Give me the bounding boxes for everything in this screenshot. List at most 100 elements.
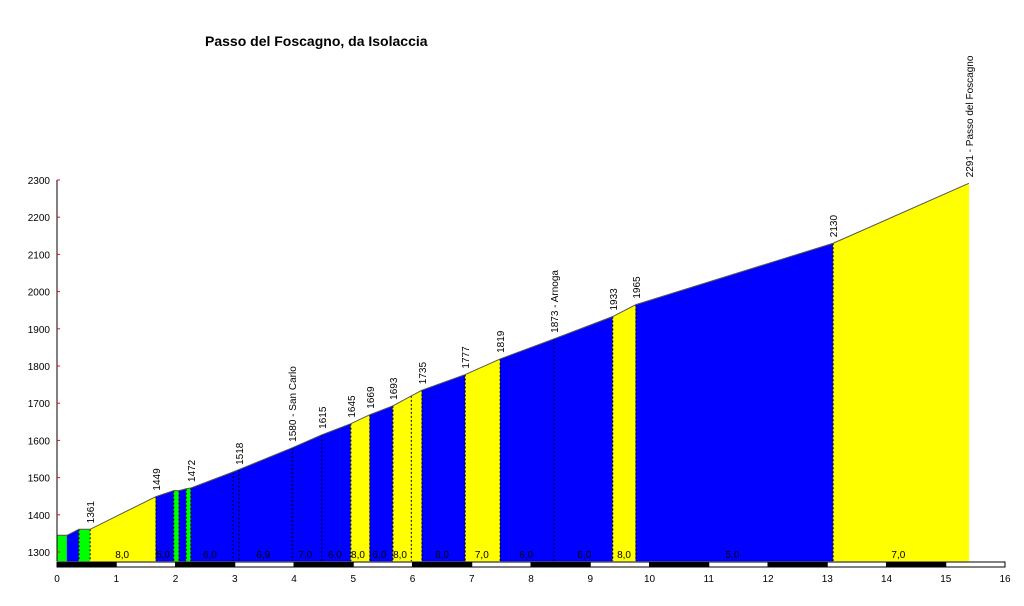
- profile-segment-blue: [291, 434, 323, 562]
- x-tick-label: 0: [54, 574, 60, 585]
- x-tick-label: 14: [881, 574, 893, 585]
- profile-segment-green: [56, 535, 68, 562]
- profile-segment-blue: [635, 242, 834, 562]
- gradient-label: 5,0: [156, 550, 170, 561]
- elevation-label: 1615: [318, 406, 329, 429]
- gradient-label: 6,0: [328, 550, 342, 561]
- y-tick-label: 2200: [28, 213, 51, 224]
- elevation-label: 1645: [347, 395, 358, 418]
- elevation-labels: 1361 1449 1472 1518 1580 - San Carlo 1615 1645…: [86, 55, 976, 523]
- profile-segment-blue: [421, 374, 466, 562]
- gradient-label: 8,0: [351, 550, 365, 561]
- y-tick-label: 1600: [28, 436, 51, 447]
- x-tick-label: 10: [644, 574, 656, 585]
- elevation-label: 1449: [152, 468, 163, 491]
- profile-segment-yellow: [832, 182, 970, 562]
- dashed-markers: [78, 243, 834, 561]
- km-strip-block: [471, 561, 532, 568]
- km-strip-block: [886, 561, 947, 568]
- elevation-label: 1735: [418, 361, 429, 384]
- y-tick-label: 1400: [28, 511, 51, 522]
- gradient-label: 8,0: [617, 550, 631, 561]
- km-strip-block: [530, 561, 591, 568]
- x-tick-label: 7: [469, 574, 475, 585]
- gradient-label: 6,0: [577, 550, 591, 561]
- profile-segment-blue: [553, 316, 614, 562]
- y-tick-label: 1500: [28, 474, 51, 485]
- x-tick-label: 5: [350, 574, 356, 585]
- elevation-label: 1933: [609, 288, 620, 311]
- y-tick-label: 2100: [28, 250, 51, 261]
- x-tick-label: 6: [410, 574, 416, 585]
- km-strip-block: [412, 561, 473, 568]
- y-tick-label: 2300: [28, 176, 51, 187]
- gradient-label: 8,0: [393, 550, 407, 561]
- profile-segment-green: [78, 529, 91, 562]
- profile-segment-yellow: [392, 389, 423, 562]
- chart-title: Passo del Foscagno, da Isolaccia: [205, 33, 428, 49]
- x-tick-label: 13: [822, 574, 834, 585]
- x-tick-label: 16: [999, 574, 1011, 585]
- x-tick-label: 9: [587, 574, 593, 585]
- x-tick-label: 12: [762, 574, 774, 585]
- x-tick-label: 3: [232, 574, 238, 585]
- elevation-label: 2291 - Passo del Foscagno: [965, 55, 976, 177]
- y-tick-label: 1900: [28, 325, 51, 336]
- km-strip-block: [293, 561, 354, 568]
- y-tick-label: 1300: [28, 548, 51, 559]
- elevation-label: 1693: [389, 377, 400, 400]
- km-strip-block: [175, 561, 236, 568]
- elevation-label: 1873 - Arnoga: [550, 270, 561, 333]
- x-tick-label: 4: [291, 574, 297, 585]
- elevation-label: 1819: [496, 330, 507, 353]
- gradient-label: 6,0: [519, 550, 533, 561]
- gradient-label: 5,0: [725, 550, 739, 561]
- profile-segment-blue: [369, 405, 394, 562]
- km-strip-block: [234, 561, 295, 568]
- gradient-label: 6,0: [435, 550, 449, 561]
- km-strip-block: [708, 561, 769, 568]
- y-tick-label: 2000: [28, 288, 51, 299]
- gradient-labels: 8,0 5,0 6,0 6,9 7,0 6,0 8,0 6,0 8,0 6,0 7,0 6,0 6,0 8…: [115, 550, 906, 561]
- km-strip-block: [767, 561, 828, 568]
- y-axis: 1300 1400 1500 1600 1700 1800 1900 2000 2100 2200…: [28, 176, 60, 561]
- x-tick-label: 15: [940, 574, 952, 585]
- gradient-label: 6,0: [203, 550, 217, 561]
- profile-segment-blue: [178, 488, 187, 562]
- gradient-label: 7,0: [298, 550, 312, 561]
- x-tick-label: 1: [113, 574, 119, 585]
- x-axis: 0 1 2 3 4 5 6 7 8 9 10 11 12 13 14 15 16: [54, 561, 1011, 585]
- gradient-label: 6,9: [256, 550, 270, 561]
- profile-segment-yellow: [464, 358, 501, 562]
- y-tick-label: 1700: [28, 399, 51, 410]
- elevation-label: 1965: [632, 276, 643, 299]
- gradient-label: 6,0: [372, 550, 386, 561]
- km-strip-block: [589, 561, 650, 568]
- elevation-label: 1669: [366, 386, 377, 409]
- x-tick-label: 11: [704, 574, 715, 585]
- elevation-label: 1777: [461, 346, 472, 369]
- gradient-label: 7,0: [475, 550, 489, 561]
- y-tick-label: 1800: [28, 362, 51, 373]
- elevation-label: 1518: [235, 442, 246, 465]
- profile-outline: [57, 182, 970, 536]
- km-strip-block: [352, 561, 413, 568]
- km-strip-block: [56, 561, 117, 568]
- gradient-label: 8,0: [115, 550, 129, 561]
- elevation-label: 2130: [829, 215, 840, 238]
- elevation-label: 1361: [86, 501, 97, 524]
- x-tick-label: 2: [173, 574, 179, 585]
- profile-segment-yellow: [350, 414, 371, 562]
- profile-segment-green: [173, 490, 180, 562]
- profile-areas: [56, 182, 970, 562]
- km-strip-block: [826, 561, 887, 568]
- profile-segment-blue: [499, 338, 555, 562]
- km-strip-block: [649, 561, 710, 568]
- profile-segment-green: [185, 487, 192, 562]
- profile-line: [57, 182, 970, 536]
- km-strip-block: [945, 561, 1006, 568]
- profile-segment-yellow: [612, 304, 637, 562]
- gradient-label: 7,0: [891, 550, 905, 561]
- elevation-label: 1472: [187, 459, 198, 482]
